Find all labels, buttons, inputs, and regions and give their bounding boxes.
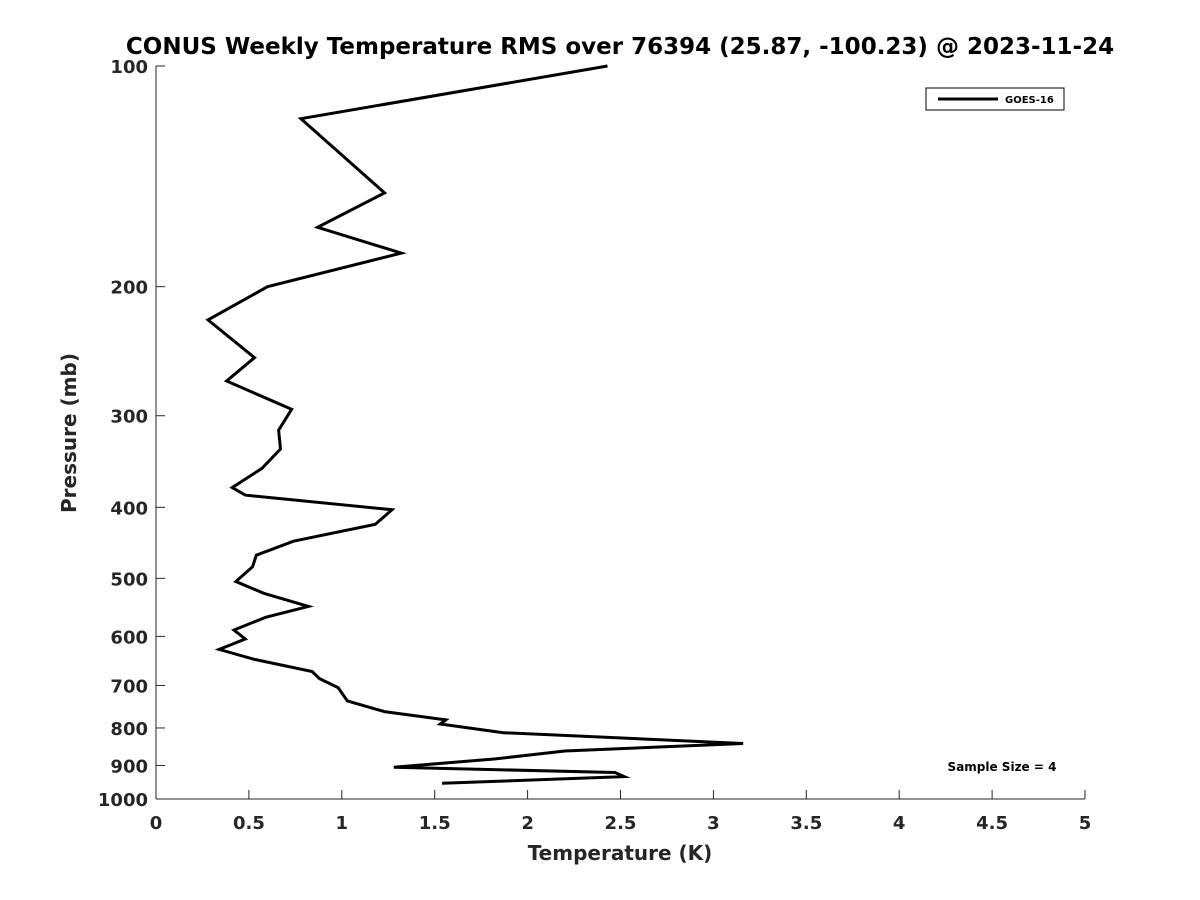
x-tick-label: 4 xyxy=(893,813,906,834)
x-tick-label: 0 xyxy=(150,813,163,834)
legend-label-goes-16: GOES-16 xyxy=(1005,95,1054,106)
y-tick-label: 500 xyxy=(110,569,148,590)
chart-title: CONUS Weekly Temperature RMS over 76394 … xyxy=(126,34,1114,60)
series-line-goes-16 xyxy=(205,64,744,785)
x-tick-label: 0.5 xyxy=(233,813,265,834)
y-axis-label: Pressure (mb) xyxy=(57,353,81,513)
y-tick-label: 100 xyxy=(110,57,148,78)
y-tick-label: 400 xyxy=(110,498,148,519)
x-tick-label: 2.5 xyxy=(605,813,637,834)
y-tick-label: 900 xyxy=(110,756,148,777)
x-tick-label: 3.5 xyxy=(790,813,822,834)
x-tick-label: 3 xyxy=(707,813,720,834)
y-tick-label: 300 xyxy=(110,407,148,428)
x-tick-label: 4.5 xyxy=(976,813,1008,834)
y-tick-label: 200 xyxy=(110,278,148,299)
axes: 0 0.5 1 1.5 2 2.5 3 3.5 4 4.5 5 100 200 300 400 500 600 7… xyxy=(98,57,1091,834)
sample-size-annotation: Sample Size = 4 xyxy=(948,760,1057,774)
y-tick-label: 800 xyxy=(110,719,148,740)
x-axis-label: Temperature (K) xyxy=(528,841,713,865)
y-tick-label: 600 xyxy=(110,627,148,648)
legend: GOES-16 xyxy=(925,87,1065,111)
x-tick-label: 1.5 xyxy=(419,813,451,834)
y-tick-label: 700 xyxy=(110,676,148,697)
series-layer xyxy=(205,64,744,785)
x-tick-label: 1 xyxy=(336,813,349,834)
y-tick-label: 1000 xyxy=(98,790,148,811)
x-tick-label: 2 xyxy=(521,813,534,834)
x-tick-label: 5 xyxy=(1079,813,1092,834)
